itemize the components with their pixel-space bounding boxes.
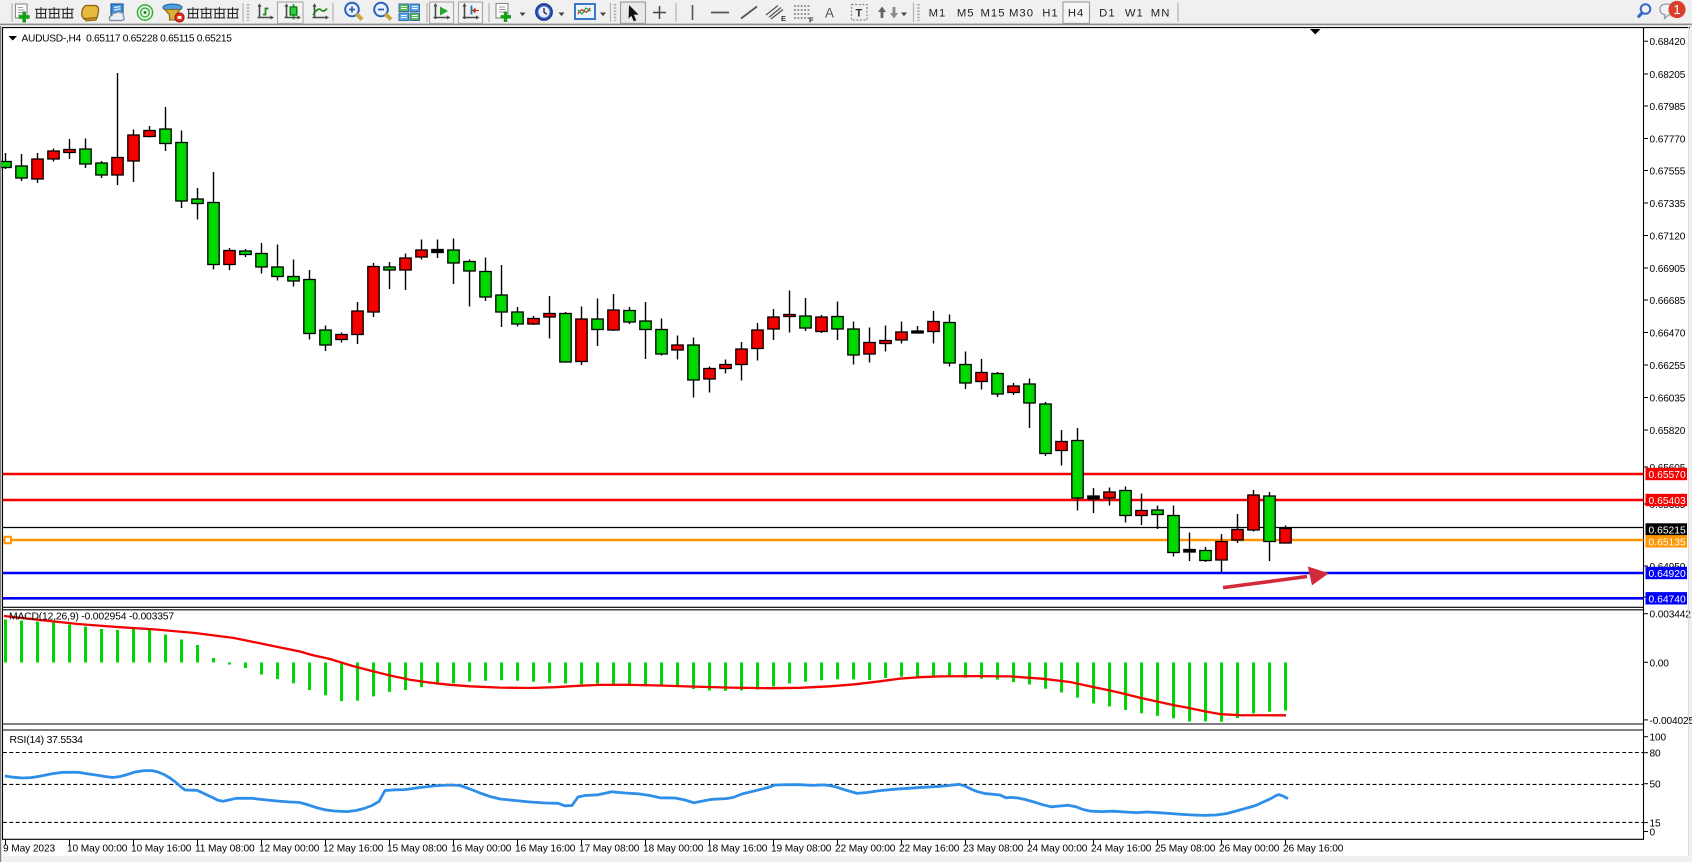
- svg-text:25 May 08:00: 25 May 08:00: [1155, 844, 1216, 855]
- svg-text:12 May 16:00: 12 May 16:00: [323, 844, 384, 855]
- svg-text:100: 100: [1650, 733, 1667, 744]
- svg-text:15 May 08:00: 15 May 08:00: [387, 844, 448, 855]
- svg-text:0.67335: 0.67335: [1650, 199, 1686, 210]
- svg-text:22 May 16:00: 22 May 16:00: [899, 844, 960, 855]
- svg-text:MN: MN: [1151, 8, 1171, 20]
- svg-text:11 May 08:00: 11 May 08:00: [195, 844, 255, 855]
- svg-text:D1: D1: [1099, 8, 1115, 20]
- svg-text:19 May 08:00: 19 May 08:00: [771, 844, 832, 855]
- svg-text:0.66685: 0.66685: [1650, 296, 1686, 307]
- svg-text:0.64920: 0.64920: [1649, 569, 1686, 580]
- svg-text:0.00: 0.00: [1650, 658, 1670, 669]
- svg-text:23 May 08:00: 23 May 08:00: [963, 844, 1024, 855]
- svg-text:0: 0: [1650, 828, 1656, 839]
- svg-text:0.003442: 0.003442: [1650, 610, 1692, 621]
- svg-text:17 May 08:00: 17 May 08:00: [579, 844, 640, 855]
- svg-text:F: F: [809, 16, 814, 25]
- svg-text:0.68205: 0.68205: [1650, 70, 1686, 81]
- svg-text:0.64740: 0.64740: [1649, 594, 1686, 605]
- svg-text:H1: H1: [1042, 8, 1058, 20]
- svg-text:1: 1: [1673, 2, 1680, 17]
- svg-text:0.65820: 0.65820: [1650, 426, 1686, 437]
- svg-text:T: T: [856, 8, 863, 20]
- svg-text:0.66905: 0.66905: [1650, 264, 1686, 275]
- svg-text:50: 50: [1650, 780, 1662, 791]
- svg-text:-0.004025: -0.004025: [1650, 716, 1692, 727]
- svg-text:M15: M15: [981, 8, 1006, 20]
- svg-text:26 May 16:00: 26 May 16:00: [1283, 844, 1344, 855]
- svg-text:0.68420: 0.68420: [1650, 37, 1686, 48]
- svg-text:9 May 2023: 9 May 2023: [3, 844, 55, 855]
- svg-text:AUDUSD-,H4 0.65117 0.65228 0.: AUDUSD-,H4 0.65117 0.65228 0.65115 0.652…: [22, 34, 233, 45]
- svg-text:0.66470: 0.66470: [1650, 329, 1686, 340]
- svg-text:H4: H4: [1068, 8, 1084, 20]
- svg-text:24 May 16:00: 24 May 16:00: [1091, 844, 1152, 855]
- svg-text:E: E: [781, 14, 786, 23]
- svg-text:24 May 00:00: 24 May 00:00: [1027, 844, 1088, 855]
- svg-text:RSI(14) 37.5534: RSI(14) 37.5534: [10, 735, 84, 746]
- svg-text:26 May 00:00: 26 May 00:00: [1219, 844, 1280, 855]
- svg-text:0.66255: 0.66255: [1650, 361, 1686, 372]
- svg-text:16 May 00:00: 16 May 00:00: [451, 844, 512, 855]
- svg-text:18 May 16:00: 18 May 16:00: [707, 844, 768, 855]
- svg-text:0.65215: 0.65215: [1649, 526, 1686, 537]
- svg-text:0.66035: 0.66035: [1650, 394, 1686, 405]
- svg-text:15: 15: [1650, 819, 1662, 830]
- svg-text:80: 80: [1650, 749, 1662, 760]
- svg-text:0.67985: 0.67985: [1650, 102, 1686, 113]
- svg-text:0.67555: 0.67555: [1650, 167, 1686, 178]
- svg-text:0.65570: 0.65570: [1649, 470, 1686, 481]
- svg-text:0.67120: 0.67120: [1650, 232, 1686, 243]
- svg-text:M5: M5: [957, 8, 975, 20]
- svg-text:0.67770: 0.67770: [1650, 135, 1686, 146]
- svg-text:M1: M1: [929, 8, 947, 20]
- svg-text:10 May 00:00: 10 May 00:00: [67, 844, 128, 855]
- svg-text:A: A: [825, 6, 834, 21]
- svg-text:MACD(12,26,9) -0.002954 -0.003: MACD(12,26,9) -0.002954 -0.003357: [9, 612, 174, 623]
- svg-text:10 May 16:00: 10 May 16:00: [131, 844, 192, 855]
- svg-text:M30: M30: [1009, 8, 1034, 20]
- svg-text:16 May 16:00: 16 May 16:00: [515, 844, 576, 855]
- svg-text:0.65135: 0.65135: [1649, 537, 1686, 548]
- svg-text:12 May 00:00: 12 May 00:00: [259, 844, 320, 855]
- svg-text:W1: W1: [1125, 8, 1144, 20]
- svg-text:0.65403: 0.65403: [1649, 496, 1686, 507]
- svg-text:18 May 00:00: 18 May 00:00: [643, 844, 704, 855]
- svg-text:22 May 00:00: 22 May 00:00: [835, 844, 896, 855]
